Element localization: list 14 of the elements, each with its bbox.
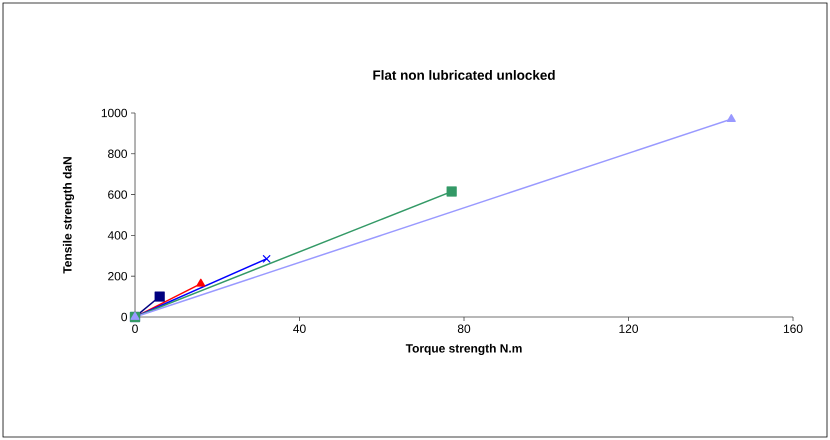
x-tick-label: 40 <box>293 324 306 333</box>
y-tick-label: 800 <box>108 150 128 158</box>
x-tick-label: 120 <box>619 324 638 333</box>
x-tick-label: 0 <box>132 324 138 333</box>
chart-title: Flat non lubricated unlocked <box>373 70 555 80</box>
x-axis-title: Torque strength N.m <box>406 344 522 356</box>
x-tick-label: 160 <box>784 324 803 333</box>
y-tick-label: 0 <box>121 312 128 322</box>
y-tick-label: 400 <box>108 231 128 240</box>
y-tick-label: 600 <box>108 190 128 199</box>
x-tick-label: 80 <box>458 324 470 333</box>
y-tick-label: 200 <box>108 272 128 280</box>
y-axis-title: Tensile strength daN <box>62 157 74 274</box>
y-tick-label: 1000 <box>102 108 128 118</box>
